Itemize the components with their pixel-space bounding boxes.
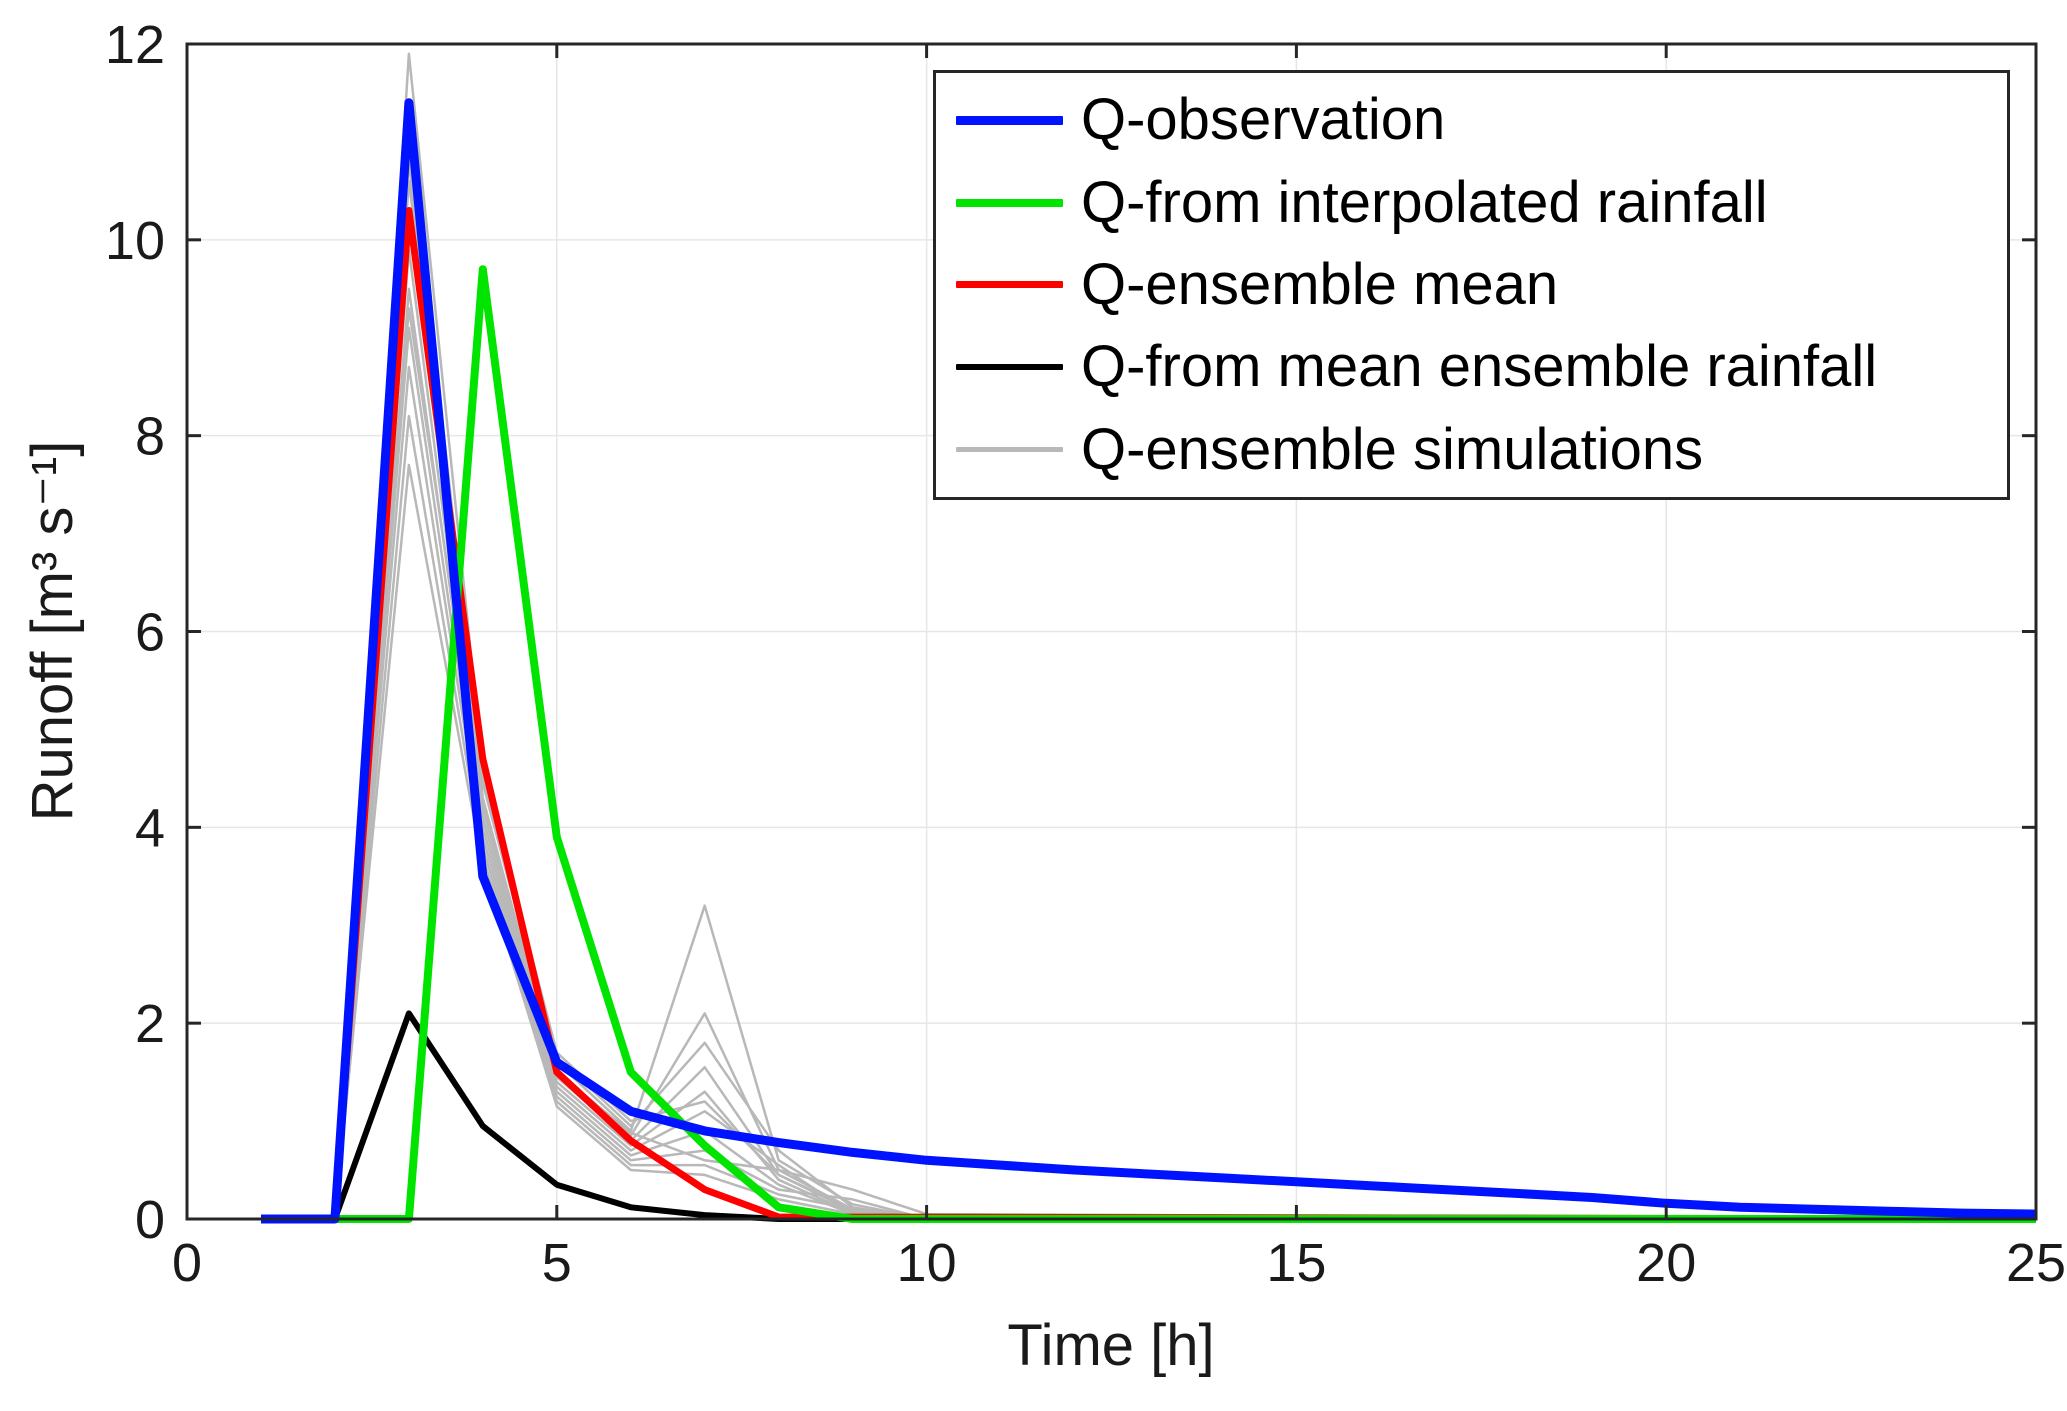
y-tick-label: 12 <box>105 15 165 75</box>
x-tick-label: 10 <box>897 1233 957 1293</box>
series-line-q-ensemble-simulations <box>261 307 2037 1221</box>
legend-entry: Q-ensemble simulations <box>956 418 1997 482</box>
y-tick-label: 6 <box>135 603 165 663</box>
legend-entry: Q-from interpolated rainfall <box>956 169 1997 235</box>
y-tick-label: 4 <box>135 798 165 858</box>
y-tick-label: 8 <box>135 407 165 467</box>
x-tick-label: 5 <box>542 1233 572 1293</box>
legend-line-sample <box>956 447 1063 453</box>
legend-label: Q-ensemble mean <box>1081 252 1559 318</box>
y-axis-label: Runoff [m³ s⁻¹] <box>20 440 85 822</box>
y-tick-label: 10 <box>105 211 165 271</box>
y-tick-label: 2 <box>135 994 165 1054</box>
legend-entry: Q-from mean ensemble rainfall <box>956 335 1997 399</box>
legend-label: Q-observation <box>1081 87 1446 153</box>
legend-label: Q-ensemble simulations <box>1081 416 1704 482</box>
legend-line-sample <box>956 281 1063 289</box>
legend-line-sample <box>956 364 1063 371</box>
x-axis-label: Time [h] <box>1007 1313 1215 1378</box>
legend-entry: Q-ensemble mean <box>956 253 1997 317</box>
x-tick-label: 20 <box>1636 1233 1696 1293</box>
legend-line-sample <box>956 198 1063 207</box>
series-line-q-ensemble-simulations <box>261 365 2036 1221</box>
legend-entry: Q-observation <box>956 88 1997 152</box>
legend-line-sample <box>956 115 1063 125</box>
x-tick-label: 25 <box>2006 1233 2066 1293</box>
x-tick-label: 0 <box>172 1233 202 1293</box>
series-line-q-ensemble-simulations <box>261 414 2036 1221</box>
legend: Q-observation Q-from interpolated rainfal… <box>933 70 2010 500</box>
legend-label: Q-from mean ensemble rainfall <box>1081 334 1878 400</box>
legend-label: Q-from interpolated rainfall <box>1081 169 1768 235</box>
x-tick-label: 15 <box>1266 1233 1326 1293</box>
y-tick-label: 0 <box>135 1190 165 1250</box>
series-line-q-observation <box>261 98 2037 1224</box>
